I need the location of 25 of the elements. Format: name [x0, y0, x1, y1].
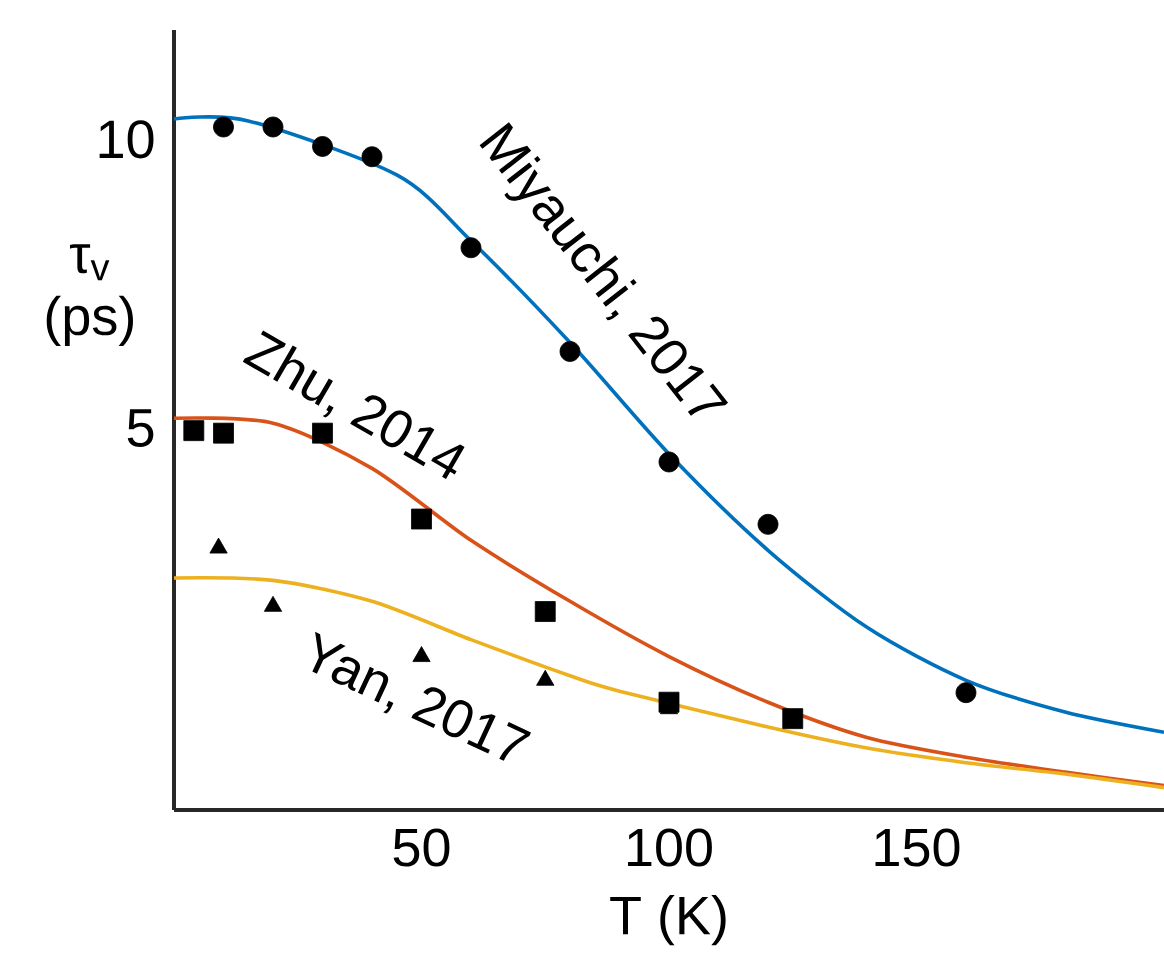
point [955, 682, 977, 704]
text: Yan, 2017 [312, 631, 531, 761]
point [460, 237, 482, 259]
point [183, 420, 205, 442]
point [757, 513, 779, 535]
y-tick-label: 5 [127, 409, 154, 447]
point [534, 601, 556, 622]
point [213, 116, 234, 138]
y-axis-title: τ$_{v}$ (ps) [46, 244, 133, 347]
y-tick-label: 10 [99, 120, 154, 159]
x-axis-title: T (K) [610, 894, 726, 946]
text: Zhu, 2014 [242, 330, 465, 480]
point [262, 116, 284, 138]
line-series [172, 576, 1164, 790]
point [411, 508, 432, 530]
point [782, 708, 804, 730]
point [658, 451, 680, 473]
point [559, 341, 581, 362]
x-tick-label: 100 [628, 828, 712, 867]
point [213, 422, 234, 444]
point [312, 136, 333, 157]
x-tick-label: 50 [393, 828, 450, 867]
point [361, 146, 383, 168]
x-tick-label: 150 [875, 828, 960, 867]
point [312, 422, 333, 444]
